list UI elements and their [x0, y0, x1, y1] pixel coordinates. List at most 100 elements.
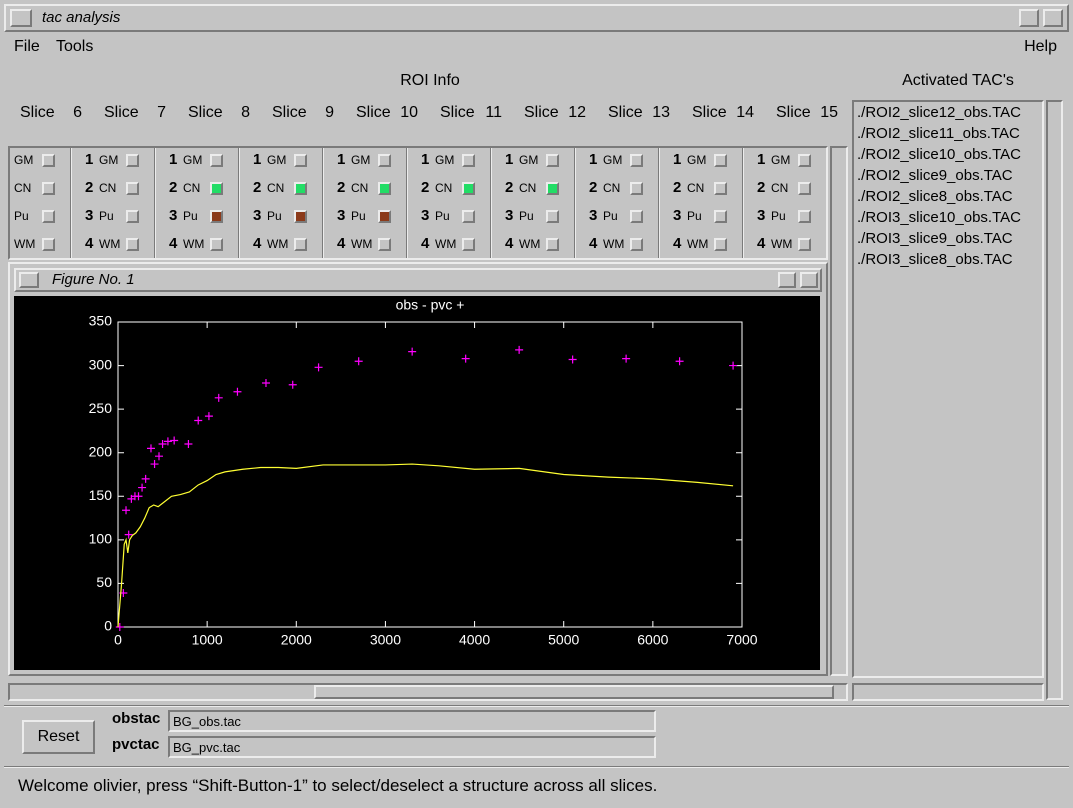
slice-number: 12 [568, 104, 586, 121]
minimize-button[interactable] [1019, 9, 1039, 27]
structure-name: CN [687, 181, 705, 195]
checkbox[interactable] [546, 154, 559, 167]
plus-marker [233, 387, 242, 396]
checkbox[interactable] [630, 210, 643, 223]
x-tick-label: 6000 [637, 632, 668, 648]
checkbox[interactable] [210, 210, 223, 223]
checkbox[interactable] [42, 210, 55, 223]
checkbox[interactable] [126, 238, 139, 251]
tac-item[interactable]: ./ROI3_slice8_obs.TAC [857, 251, 1013, 268]
tac-item[interactable]: ./ROI2_slice11_obs.TAC [857, 125, 1020, 142]
window-menu-button[interactable] [10, 9, 32, 27]
slice-number: 6 [73, 104, 82, 121]
checkbox[interactable] [294, 210, 307, 223]
tac-item[interactable]: ./ROI2_slice12_obs.TAC [857, 104, 1021, 121]
checkbox[interactable] [294, 238, 307, 251]
checkbox[interactable] [798, 182, 811, 195]
plus-marker [261, 379, 270, 387]
checkbox[interactable] [630, 182, 643, 195]
checkbox[interactable] [294, 154, 307, 167]
checkbox[interactable] [210, 238, 223, 251]
list-horizontal-scrollbar[interactable] [852, 683, 1044, 701]
checkbox[interactable] [294, 182, 307, 195]
checkbox[interactable] [714, 154, 727, 167]
checkbox[interactable] [42, 182, 55, 195]
text-field[interactable]: BG_obs.tac [168, 710, 656, 732]
structure-name: CN [771, 181, 789, 195]
figure-maximize[interactable] [800, 272, 818, 288]
x-tick-label: 1000 [192, 632, 223, 648]
tac-item[interactable]: ./ROI2_slice10_obs.TAC [857, 146, 1021, 163]
reset-button[interactable]: Reset [22, 720, 95, 754]
plus-marker [150, 460, 159, 469]
column-separator [574, 148, 576, 258]
structure-number: 1 [169, 151, 178, 168]
structure-number: 2 [337, 179, 346, 196]
figure-menu-button[interactable] [19, 272, 39, 288]
scroll-thumb[interactable] [314, 685, 834, 699]
checkbox[interactable] [798, 210, 811, 223]
checkbox[interactable] [378, 238, 391, 251]
column-separator [322, 148, 324, 258]
plus-marker [622, 354, 631, 363]
checkbox[interactable] [378, 210, 391, 223]
tac-item[interactable]: ./ROI2_slice8_obs.TAC [857, 188, 1013, 205]
plus-marker [124, 530, 133, 539]
checkbox[interactable] [798, 154, 811, 167]
field-label: pvctac [112, 736, 160, 753]
text-field[interactable]: BG_pvc.tac [168, 736, 656, 758]
checkbox[interactable] [714, 210, 727, 223]
checkbox[interactable] [462, 210, 475, 223]
structure-name: CN [351, 181, 369, 195]
menu-help[interactable]: Help [1024, 38, 1057, 55]
slice-label: Slice [440, 104, 475, 121]
checkbox[interactable] [714, 182, 727, 195]
menu-item[interactable]: Tools [56, 38, 94, 55]
structure-name: GM [603, 153, 623, 167]
slice-label: Slice [776, 104, 811, 121]
plus-marker [354, 357, 363, 366]
checkbox[interactable] [546, 182, 559, 195]
checkbox[interactable] [630, 154, 643, 167]
plus-marker [155, 452, 164, 461]
vertical-scrollbar[interactable] [830, 146, 848, 676]
checkbox[interactable] [210, 182, 223, 195]
tac-item[interactable]: ./ROI2_slice9_obs.TAC [857, 167, 1013, 184]
structure-name: GM [771, 153, 791, 167]
list-vertical-scrollbar[interactable] [1046, 100, 1063, 700]
slice-label: Slice [524, 104, 559, 121]
tac-item[interactable]: ./ROI3_slice10_obs.TAC [857, 209, 1021, 226]
column-separator [658, 148, 660, 258]
structure-number: 4 [673, 235, 682, 252]
checkbox[interactable] [462, 182, 475, 195]
tac-item[interactable]: ./ROI3_slice9_obs.TAC [857, 230, 1013, 247]
checkbox[interactable] [378, 154, 391, 167]
structure-name: GM [435, 153, 455, 167]
checkbox[interactable] [42, 154, 55, 167]
checkbox[interactable] [462, 238, 475, 251]
checkbox[interactable] [714, 238, 727, 251]
checkbox[interactable] [462, 154, 475, 167]
structure-number: 1 [757, 151, 766, 168]
structure-number: 2 [673, 179, 682, 196]
checkbox[interactable] [126, 154, 139, 167]
figure-minimize[interactable] [778, 272, 796, 288]
structure-number: 4 [421, 235, 430, 252]
checkbox[interactable] [210, 154, 223, 167]
maximize-button[interactable] [1043, 9, 1063, 27]
checkbox[interactable] [42, 238, 55, 251]
structure-number: 3 [589, 207, 598, 224]
structure-number: 2 [169, 179, 178, 196]
checkbox[interactable] [126, 210, 139, 223]
horizontal-scrollbar[interactable] [8, 683, 848, 701]
checkbox[interactable] [630, 238, 643, 251]
checkbox[interactable] [546, 210, 559, 223]
checkbox[interactable] [126, 182, 139, 195]
checkbox[interactable] [546, 238, 559, 251]
plus-marker [194, 416, 203, 425]
checkbox[interactable] [378, 182, 391, 195]
x-tick-label: 0 [114, 632, 122, 648]
checkbox[interactable] [798, 238, 811, 251]
menu-item[interactable]: File [14, 38, 40, 55]
structure-number: 3 [169, 207, 178, 224]
